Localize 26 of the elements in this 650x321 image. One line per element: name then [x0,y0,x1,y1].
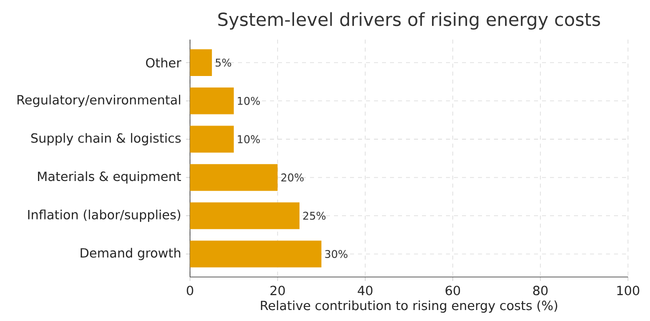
x-tick-label: 20 [270,286,285,296]
data-label: 30% [325,250,348,258]
y-tick-label: Other [146,58,182,68]
bar [190,240,322,268]
data-label: 10% [238,135,260,144]
chart-title: System-level drivers of rising energy costs [218,12,600,30]
y-tick-label: Demand growth [80,248,180,260]
bar [190,164,278,191]
y-tick-label: Regulatory/environmental [18,94,180,108]
x-tick-label: 40 [358,286,372,296]
bar [190,49,212,76]
x-axis-title: Relative contribution to rising energy costs (%) [260,300,558,313]
x-tick-label: 0 [186,286,194,296]
y-tick-label: Materials & equipment [38,171,181,184]
bar [190,202,300,230]
y-tick-label: Supply chain & logistics [31,133,181,146]
x-tick-label: 80 [533,286,548,296]
bar [190,126,234,153]
x-tick-label: 100 [617,286,640,296]
data-label: 5% [216,58,232,67]
data-label: 20% [281,173,304,182]
x-tick-label: 60 [446,286,460,296]
y-tick-label: Inflation (labor/supplies) [28,210,180,222]
data-label: 25% [303,212,326,220]
bar [190,88,234,114]
data-label: 10% [238,96,260,105]
